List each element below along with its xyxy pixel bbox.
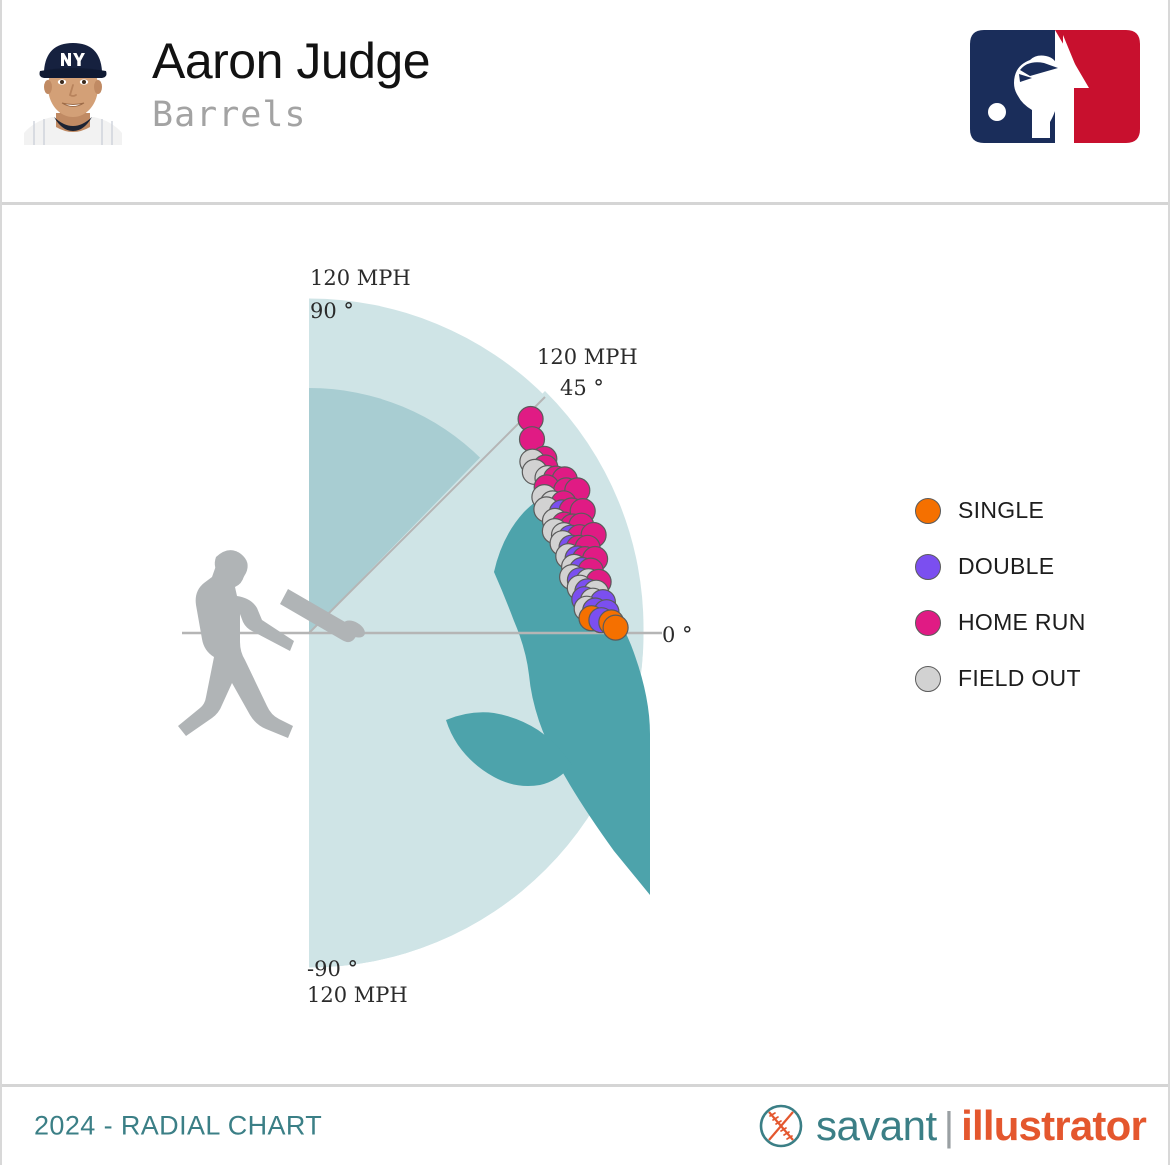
legend-item-field-out[interactable]: FIELD OUT [915,665,1086,692]
card-header: Aaron Judge Barrels [2,0,1168,205]
legend-item-home-run[interactable]: HOME RUN [915,609,1086,636]
legend-label-field-out: FIELD OUT [958,665,1081,691]
axis-label-bottom-angle: -90 ° [307,957,358,981]
axis-label-diag-speed: 120 MPH [537,345,638,369]
double-swatch-icon [915,553,941,580]
batter-silhouette [178,550,365,738]
barrel-zone [446,493,650,895]
single-swatch-icon [915,497,941,524]
home-run-swatch-icon [915,609,941,636]
player-name: Aaron Judge [152,33,431,89]
axis-label-right-angle: 0 ° [662,623,693,647]
axis-label-diag-angle: 45 ° [560,376,604,400]
field-out-swatch-icon [915,665,941,692]
scatter-points[interactable] [517,405,629,641]
brand-illustrator: illustrator [961,1102,1147,1149]
radial-chart[interactable]: 120 MPH 90 ° 120 MPH 45 ° 0 ° -90 ° 120 … [2,205,1168,1084]
baseball-icon [759,1104,803,1148]
brand-savant: savant [815,1102,937,1149]
footer-caption: 2024 - RADIAL CHART [34,1110,323,1141]
player-subtitle: Barrels [152,95,307,135]
axis-label-top-angle: 90 ° [310,299,354,323]
player-headshot [14,25,132,145]
chart-body: 120 MPH 90 ° 120 MPH 45 ° 0 ° -90 ° 120 … [2,205,1168,1087]
savant-illustrator-brand: savant | illustrator [758,1102,1147,1150]
title-block: Aaron Judge Barrels [152,33,431,135]
legend-item-double[interactable]: DOUBLE [915,553,1086,580]
scatter-point[interactable] [602,614,629,641]
legend-label-home-run: HOME RUN [958,609,1086,635]
axis-line-45deg [308,396,546,634]
axis-label-top-speed: 120 MPH [310,266,411,290]
axis-label-bottom-speed: 120 MPH [307,983,408,1007]
mlb-logo [970,30,1140,143]
legend-label-single: SINGLE [958,497,1045,523]
brand-separator: | [943,1105,955,1149]
legend-item-single[interactable]: SINGLE [915,497,1086,524]
legend-label-double: DOUBLE [958,553,1055,579]
card-footer: 2024 - RADIAL CHART savant | illustrat [2,1087,1168,1165]
legend: SINGLE DOUBLE HOME RUN FIELD OUT [915,497,1086,692]
